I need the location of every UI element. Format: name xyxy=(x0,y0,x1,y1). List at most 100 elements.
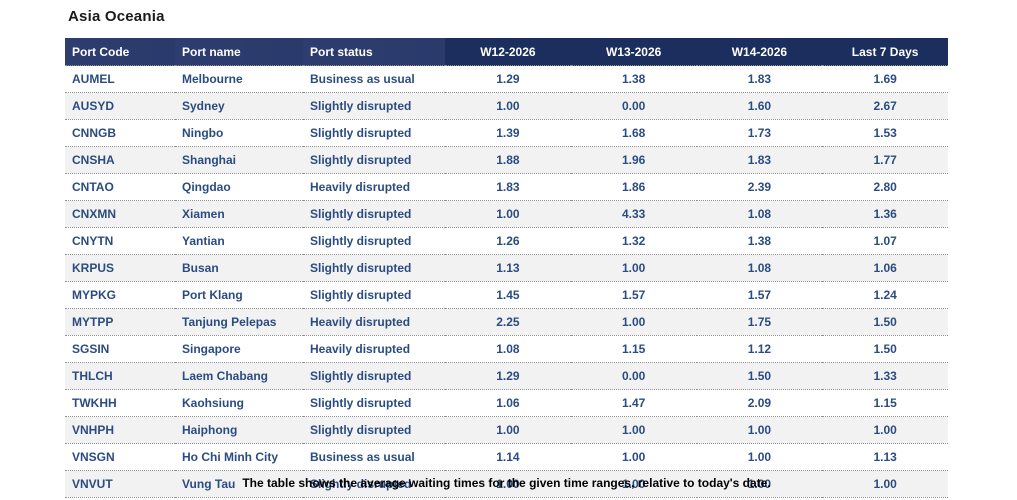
cell-w13-2026: 1.15 xyxy=(570,335,697,363)
cell-port-code: THLCH xyxy=(65,362,175,390)
table-row: CNYTN Yantian Slightly disrupted 1.26 1.… xyxy=(65,227,948,255)
cell-w12-2026: 1.29 xyxy=(445,65,571,93)
column-header-last-7-days: Last 7 Days xyxy=(822,38,948,66)
cell-w14-2026: 1.50 xyxy=(696,362,823,390)
cell-w14-2026: 1.60 xyxy=(696,92,823,120)
column-header-w12-2026: W12-2026 xyxy=(445,38,571,66)
cell-w12-2026: 1.29 xyxy=(445,362,571,390)
cell-last-7-days: 2.80 xyxy=(822,173,948,201)
cell-port-code: SGSIN xyxy=(65,335,175,363)
cell-last-7-days: 1.69 xyxy=(822,65,948,93)
cell-w12-2026: 1.00 xyxy=(445,200,571,228)
cell-w13-2026: 1.00 xyxy=(570,416,697,444)
table-row: THLCH Laem Chabang Slightly disrupted 1.… xyxy=(65,362,948,390)
cell-port-name: Sydney xyxy=(175,92,303,120)
cell-port-status: Slightly disrupted xyxy=(303,254,445,282)
cell-last-7-days: 2.67 xyxy=(822,92,948,120)
cell-port-code: CNYTN xyxy=(65,227,175,255)
cell-port-status: Slightly disrupted xyxy=(303,416,445,444)
cell-port-status: Heavily disrupted xyxy=(303,335,445,363)
cell-w12-2026: 1.14 xyxy=(445,443,571,471)
cell-port-name: Ho Chi Minh City xyxy=(175,443,303,471)
cell-port-code: AUMEL xyxy=(65,65,175,93)
cell-port-code: KRPUS xyxy=(65,254,175,282)
cell-port-name: Port Klang xyxy=(175,281,303,309)
cell-port-name: Ningbo xyxy=(175,119,303,147)
table-row: MYTPP Tanjung Pelepas Heavily disrupted … xyxy=(65,308,948,336)
cell-port-status: Slightly disrupted xyxy=(303,200,445,228)
page-title: Asia Oceania xyxy=(68,8,165,25)
cell-port-code: CNSHA xyxy=(65,146,175,174)
cell-w14-2026: 1.38 xyxy=(696,227,823,255)
table-header: Port Code Port name Port status W12-2026… xyxy=(65,38,948,66)
cell-w14-2026: 1.12 xyxy=(696,335,823,363)
cell-last-7-days: 1.50 xyxy=(822,335,948,363)
column-header-port-name: Port name xyxy=(175,38,303,66)
cell-port-name: Tanjung Pelepas xyxy=(175,308,303,336)
cell-w12-2026: 1.45 xyxy=(445,281,571,309)
table-row: CNTAO Qingdao Heavily disrupted 1.83 1.8… xyxy=(65,173,948,201)
table-caption: The table shows the average waiting time… xyxy=(242,476,771,490)
cell-w13-2026: 1.32 xyxy=(570,227,697,255)
cell-w13-2026: 1.00 xyxy=(570,254,697,282)
cell-port-status: Slightly disrupted xyxy=(303,227,445,255)
cell-w14-2026: 1.00 xyxy=(696,470,823,498)
cell-last-7-days: 1.77 xyxy=(822,146,948,174)
table-row: SGSIN Singapore Heavily disrupted 1.08 1… xyxy=(65,335,948,363)
cell-w12-2026: 1.06 xyxy=(445,389,571,417)
cell-last-7-days: 1.00 xyxy=(822,470,948,498)
cell-w14-2026: 2.09 xyxy=(696,389,823,417)
cell-w12-2026: 1.13 xyxy=(445,254,571,282)
table-body: AUMEL Melbourne Business as usual 1.29 1… xyxy=(65,65,948,498)
table-header-row: Port Code Port name Port status W12-2026… xyxy=(65,38,948,66)
cell-w14-2026: 1.08 xyxy=(696,254,823,282)
cell-w13-2026: 1.86 xyxy=(570,173,697,201)
cell-w14-2026: 1.00 xyxy=(696,443,823,471)
table-row: CNNGB Ningbo Slightly disrupted 1.39 1.6… xyxy=(65,119,948,147)
column-header-w14-2026: W14-2026 xyxy=(696,38,823,66)
cell-port-name: Melbourne xyxy=(175,65,303,93)
cell-w13-2026: 1.00 xyxy=(570,308,697,336)
column-header-port-status: Port status xyxy=(303,38,445,66)
cell-port-status: Slightly disrupted xyxy=(303,470,445,498)
cell-w13-2026: 1.47 xyxy=(570,389,697,417)
table-row: VNSGN Ho Chi Minh City Business as usual… xyxy=(65,443,948,471)
cell-last-7-days: 1.15 xyxy=(822,389,948,417)
cell-port-status: Heavily disrupted xyxy=(303,308,445,336)
cell-port-status: Business as usual xyxy=(303,443,445,471)
cell-port-name: Shanghai xyxy=(175,146,303,174)
cell-port-name: Vung Tau xyxy=(175,470,303,498)
cell-w12-2026: 1.08 xyxy=(445,335,571,363)
cell-w14-2026: 1.73 xyxy=(696,119,823,147)
table-row: AUSYD Sydney Slightly disrupted 1.00 0.0… xyxy=(65,92,948,120)
cell-port-name: Busan xyxy=(175,254,303,282)
cell-port-name: Laem Chabang xyxy=(175,362,303,390)
table-row: CNSHA Shanghai Slightly disrupted 1.88 1… xyxy=(65,146,948,174)
cell-w13-2026: 1.38 xyxy=(570,65,697,93)
cell-port-status: Slightly disrupted xyxy=(303,146,445,174)
cell-port-code: VNVUT xyxy=(65,470,175,498)
table-row: VNHPH Haiphong Slightly disrupted 1.00 1… xyxy=(65,416,948,444)
cell-w13-2026: 0.00 xyxy=(570,92,697,120)
cell-last-7-days: 1.36 xyxy=(822,200,948,228)
cell-w12-2026: 1.83 xyxy=(445,173,571,201)
cell-port-status: Business as usual xyxy=(303,65,445,93)
cell-last-7-days: 1.06 xyxy=(822,254,948,282)
cell-port-status: Slightly disrupted xyxy=(303,281,445,309)
cell-port-name: Haiphong xyxy=(175,416,303,444)
cell-w12-2026: 1.39 xyxy=(445,119,571,147)
cell-port-code: VNSGN xyxy=(65,443,175,471)
cell-port-status: Slightly disrupted xyxy=(303,389,445,417)
cell-w14-2026: 2.39 xyxy=(696,173,823,201)
cell-w14-2026: 1.08 xyxy=(696,200,823,228)
cell-w12-2026: 1.88 xyxy=(445,146,571,174)
column-header-port-code: Port Code xyxy=(65,38,175,66)
cell-port-code: CNXMN xyxy=(65,200,175,228)
cell-port-status: Slightly disrupted xyxy=(303,362,445,390)
cell-w14-2026: 1.83 xyxy=(696,65,823,93)
table-row: TWKHH Kaohsiung Slightly disrupted 1.06 … xyxy=(65,389,948,417)
table-row: VNVUT Vung Tau Slightly disrupted 1.00 1… xyxy=(65,470,948,498)
cell-w12-2026: 2.25 xyxy=(445,308,571,336)
cell-port-code: TWKHH xyxy=(65,389,175,417)
